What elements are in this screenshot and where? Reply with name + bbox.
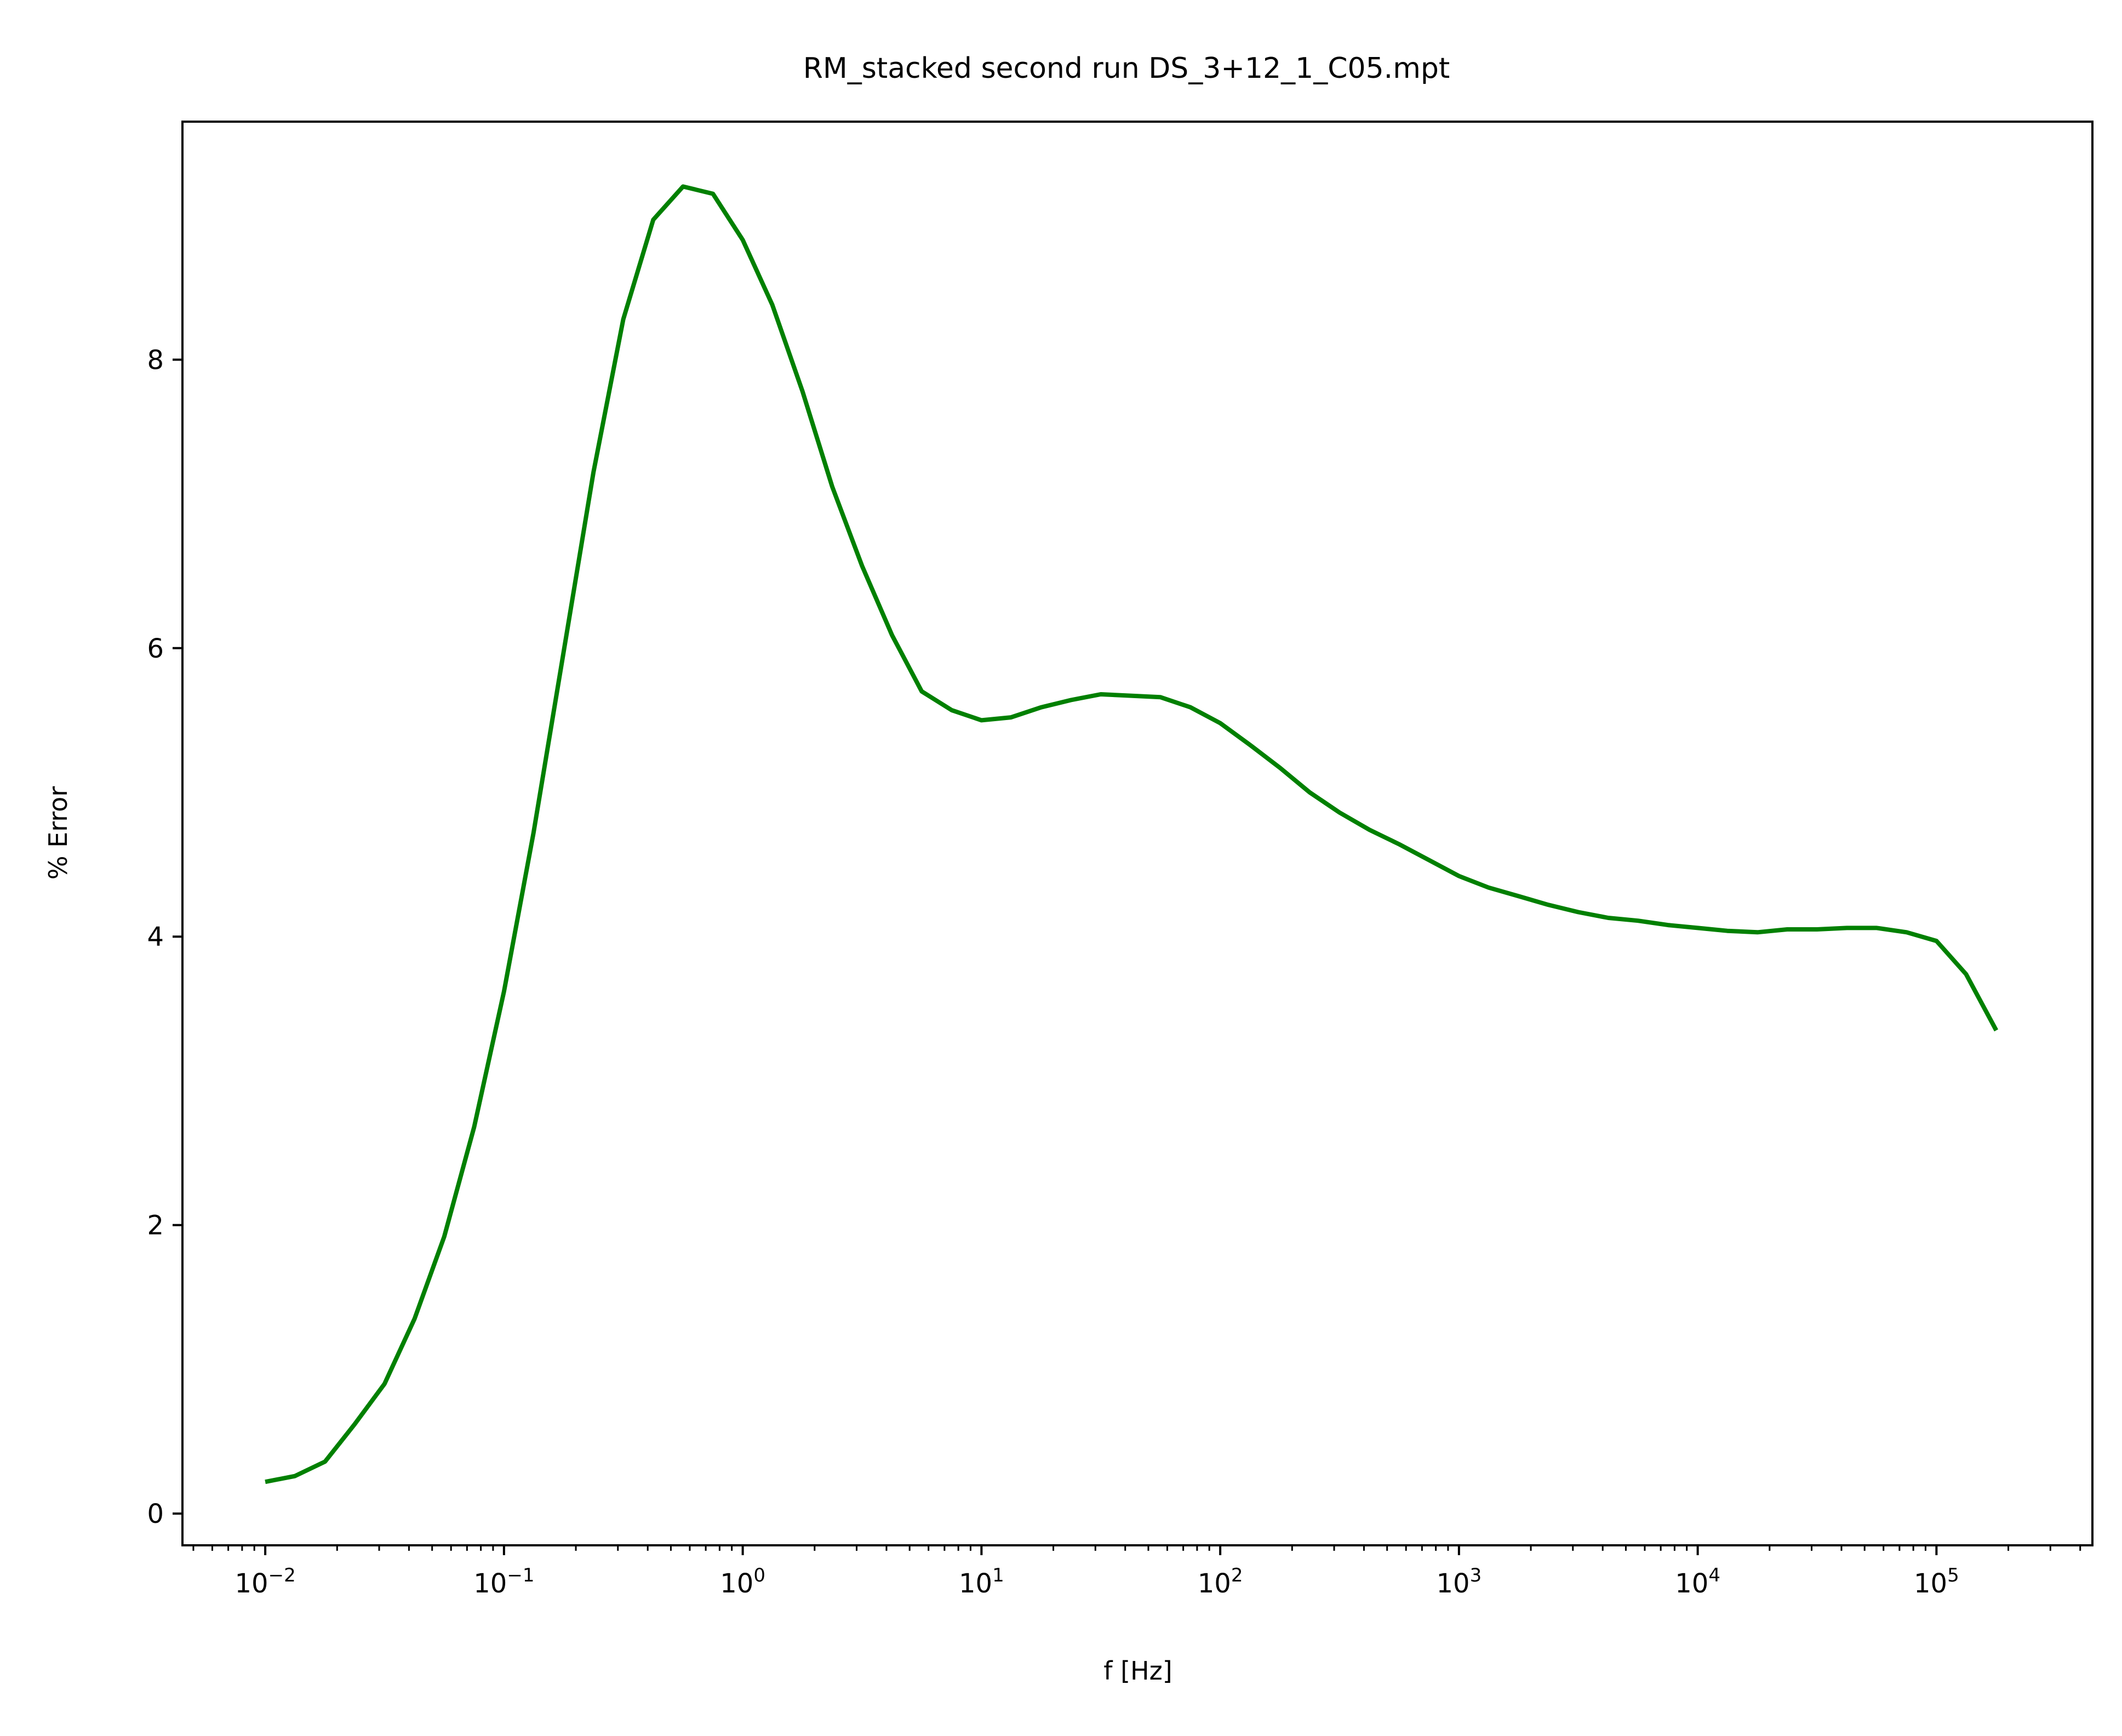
y-tick-label: 4 xyxy=(147,922,164,952)
y-axis-ticks: 0 2 4 6 8 xyxy=(147,345,182,1529)
x-tick-label: 10−1 xyxy=(473,1564,534,1599)
y-tick-label: 6 xyxy=(147,633,164,664)
plot-frame xyxy=(181,121,2094,1546)
x-axis-ticks: 10−2 10−1 100 101 102 103 104 105 xyxy=(192,1545,2081,1599)
x-tick-label: 10−2 xyxy=(235,1564,296,1599)
y-axis-label: % Error xyxy=(43,786,73,880)
x-axis-label: f [Hz] xyxy=(1103,1656,1172,1686)
x-tick-label: 103 xyxy=(1437,1564,1482,1599)
y-tick-label: 8 xyxy=(147,345,164,375)
y-tick-label: 0 xyxy=(147,1499,164,1529)
plot-area xyxy=(265,184,1999,1484)
x-tick-label: 100 xyxy=(720,1564,765,1599)
chart-title: RM_stacked second run DS_3+12_1_C05.mpt xyxy=(803,52,1450,85)
x-tick-label: 104 xyxy=(1675,1564,1720,1599)
x-tick-label: 105 xyxy=(1914,1564,1959,1599)
y-tick-label: 2 xyxy=(147,1210,164,1241)
x-tick-label: 101 xyxy=(959,1564,1004,1599)
x-tick-label: 102 xyxy=(1198,1564,1243,1599)
series-line-0 xyxy=(265,184,1999,1484)
